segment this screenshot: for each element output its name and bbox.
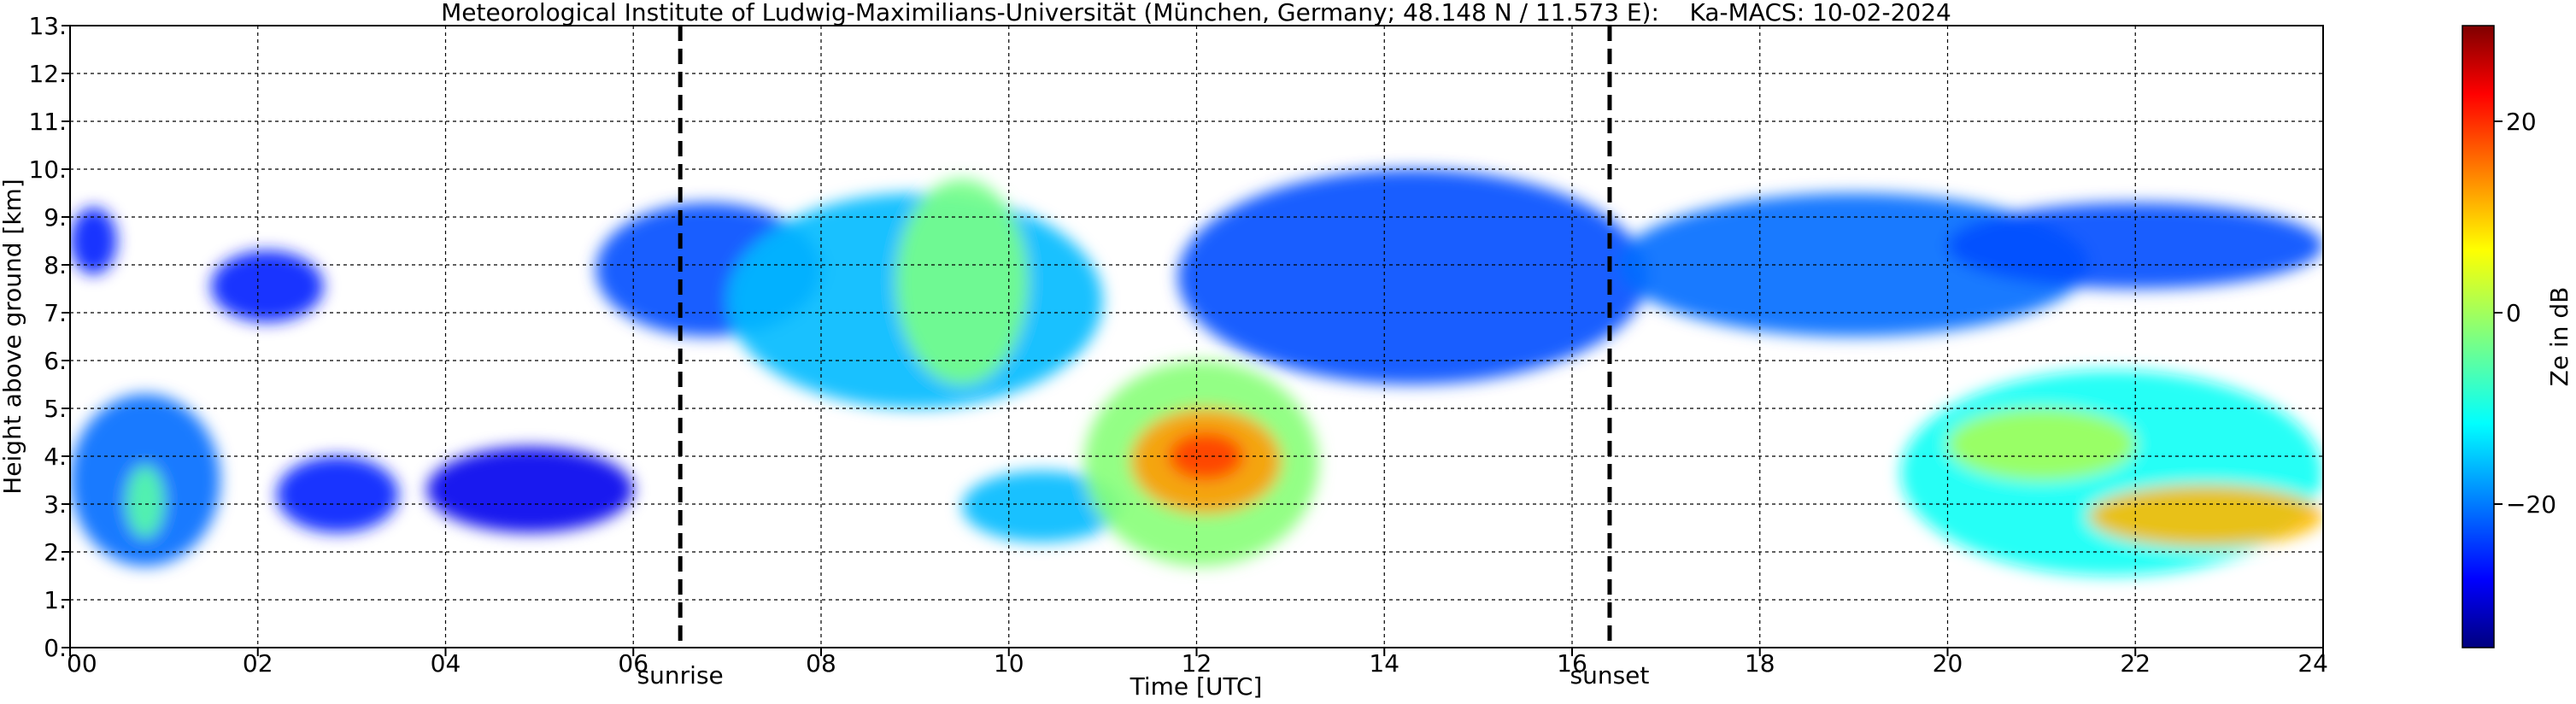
x-tick-label: 24 — [2297, 649, 2328, 678]
y-tick-label: 5. — [44, 395, 67, 423]
colorbar: −20 0 20 Ze in dB — [2462, 25, 2573, 648]
x-tick-label: 22 — [2120, 649, 2151, 678]
y-tick-label: 12. — [28, 60, 67, 88]
y-axis-label: Height above ground [km] — [0, 179, 26, 495]
echo-region-16 — [1947, 408, 2136, 480]
echo-region-15 — [1900, 370, 2323, 576]
x-axis-ticks: 00 02 04 06 08 10 12 14 16 18 20 22 24 — [67, 648, 2328, 678]
reflectivity-field — [70, 169, 2323, 576]
sunrise-label: sunrise — [637, 661, 724, 689]
sunset-label: sunset — [1570, 661, 1650, 689]
echo-region-3 — [210, 250, 324, 323]
colorbar-tick-label: 20 — [2506, 108, 2537, 136]
y-tick-label: 3. — [44, 490, 67, 519]
x-tick-label: 04 — [431, 649, 461, 678]
x-tick-label: 08 — [806, 649, 836, 678]
colorbar-ticks: −20 0 20 — [2494, 108, 2556, 519]
colorbar-tick-label: 0 — [2506, 299, 2521, 327]
y-tick-label: 7. — [44, 299, 67, 327]
y-tick-label: 2. — [44, 538, 67, 566]
y-tick-label: 11. — [28, 108, 67, 136]
y-tick-label: 6. — [44, 347, 67, 375]
y-tick-label: 10. — [28, 155, 67, 184]
echo-region-0 — [70, 207, 117, 275]
colorbar-gradient — [2462, 25, 2495, 648]
x-tick-label: 14 — [1369, 649, 1399, 678]
x-tick-label: 02 — [243, 649, 273, 678]
x-tick-label: 12 — [1182, 649, 1212, 678]
x-tick-label: 18 — [1745, 649, 1775, 678]
echo-region-2 — [126, 466, 164, 538]
x-tick-label: 20 — [1933, 649, 1963, 678]
colorbar-label: Ze in dB — [2545, 287, 2573, 387]
x-tick-label: 16 — [1557, 649, 1587, 678]
echo-region-17 — [2088, 484, 2323, 548]
y-tick-label: 13. — [28, 12, 67, 40]
chart-title: Meteorological Institute of Ludwig-Maxim… — [441, 0, 1951, 26]
y-tick-label: 9. — [44, 203, 67, 232]
x-tick-label: 06 — [618, 649, 648, 678]
x-axis-label: Time [UTC] — [1130, 672, 1263, 701]
y-tick-label: 4. — [44, 443, 67, 471]
y-tick-label: 1. — [44, 586, 67, 614]
x-tick-label: 10 — [994, 649, 1024, 678]
echo-region-8 — [895, 179, 1028, 384]
sun-event-markers: sunrise sunset — [637, 26, 1650, 689]
y-tick-label: 8. — [44, 251, 67, 279]
grid-lines — [70, 26, 2323, 648]
echo-region-5 — [426, 446, 634, 533]
x-tick-label: 00 — [67, 649, 97, 678]
echo-region-9 — [961, 470, 1122, 543]
y-axis-ticks: 0. 1. 2. 3. 4. 5. 6. 7. 8. 9. 10. 11. 12. 13. — [28, 12, 70, 662]
echo-region-13 — [1177, 169, 1647, 384]
echo-region-4 — [276, 456, 399, 533]
y-tick-label: 0. — [44, 634, 67, 662]
colorbar-tick-label: −20 — [2506, 490, 2556, 519]
